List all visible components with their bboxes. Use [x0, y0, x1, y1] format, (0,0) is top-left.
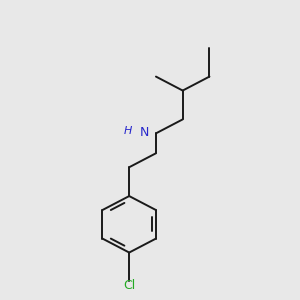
Text: N: N	[140, 126, 149, 139]
Text: H: H	[123, 126, 132, 136]
Text: Cl: Cl	[123, 279, 135, 292]
